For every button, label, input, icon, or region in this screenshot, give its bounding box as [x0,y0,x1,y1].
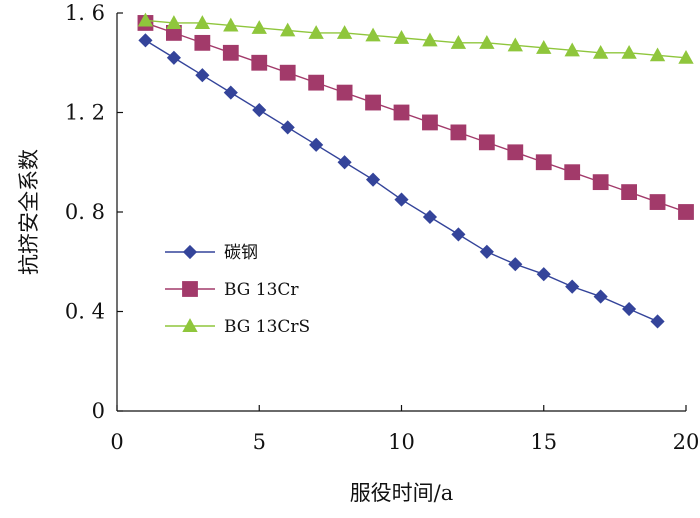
square-data-point [450,124,467,141]
triangle-data-point [649,47,666,62]
legend-diamond-icon [182,244,198,260]
x-tick-label: 10 [388,430,415,454]
square-data-point [592,174,609,191]
diamond-data-point [536,267,551,282]
triangle-data-point [336,25,353,39]
y-tick-label: 1. 2 [65,101,105,125]
diamond-data-point [565,279,580,294]
square-data-point [507,144,524,161]
triangle-data-point [592,44,609,59]
ticks: 0 0. 4 0. 8 1. 2 1. 6 0 5 10 15 20 [65,1,699,454]
diamond-data-point [593,289,608,304]
y-tick-label: 0. 8 [65,200,105,224]
legend-label: BG 13CrS [224,317,310,337]
legend-item: 碳钢 [165,243,258,263]
triangle-data-point [422,32,438,47]
legend-item: BG 13Cr [165,280,299,300]
square-data-point [194,34,211,51]
triangle-data-point [137,12,154,27]
diamond-data-point [337,155,352,170]
x-axis-title: 服役时间/a [350,481,454,505]
square-data-point [365,94,381,111]
y-axis-title: 抗挤安全系数 [17,149,41,275]
triangle-data-point [194,15,211,29]
triangle-data-point [280,22,296,37]
square-data-point [678,204,694,220]
x-tick-label: 20 [673,430,700,454]
triangle-data-point [223,17,239,32]
x-tick-label: 5 [253,430,266,454]
diamond-data-point [166,50,181,65]
square-data-point [649,194,666,210]
square-data-point [308,74,325,91]
diamond-data-point [280,120,295,135]
x-tick-label: 0 [110,430,123,454]
diamond-data-point [365,172,381,187]
diamond-data-point [479,244,494,259]
diamond-data-point [138,33,153,48]
diamond-data-point [252,102,267,118]
square-data-point [251,54,268,71]
legend: 碳钢 BG 13Cr BG 13CrS [165,243,310,337]
triangle-data-point [365,27,381,42]
legend-square-icon [182,281,198,297]
triangle-data-point [393,30,410,44]
square-data-point [336,84,353,101]
diamond-data-point [422,209,438,225]
diamond-data-point [223,85,238,100]
series-1 [138,33,665,329]
square-data-point [222,44,239,61]
diamond-data-point [309,137,324,152]
diamond-data-point [650,314,665,329]
triangle-data-point [678,49,694,64]
y-tick-label: 1. 6 [65,1,105,25]
diamond-data-point [622,301,637,317]
triangle-data-point [166,15,182,29]
triangle-data-point [450,35,467,49]
series-3 [137,12,694,64]
series-line [145,39,658,323]
square-data-point [621,184,637,201]
square-data-point [279,64,296,81]
series-2 [137,15,694,220]
square-data-point [478,134,495,151]
square-data-point [564,164,581,181]
legend-triangle-icon [182,318,198,333]
series [137,12,694,329]
triangle-data-point [308,25,324,39]
y-tick-label: 0. 4 [65,300,105,324]
triangle-data-point [564,42,580,57]
legend-label: 碳钢 [224,243,258,263]
triangle-data-point [507,37,523,52]
diamond-data-point [451,227,466,242]
square-data-point [422,114,438,131]
triangle-data-point [251,20,267,34]
square-data-point [393,104,410,121]
square-data-point [535,154,552,171]
legend-item: BG 13CrS [165,317,310,337]
series-line [145,19,687,59]
diamond-data-point [394,192,409,207]
legend-label: BG 13Cr [224,280,299,300]
diamond-data-point [195,68,210,83]
triangle-data-point [621,44,637,59]
triangle-data-point [536,40,552,54]
x-tick-label: 15 [530,430,557,454]
diamond-data-point [508,257,523,272]
y-tick-label: 0 [92,399,105,423]
triangle-data-point [479,35,495,49]
